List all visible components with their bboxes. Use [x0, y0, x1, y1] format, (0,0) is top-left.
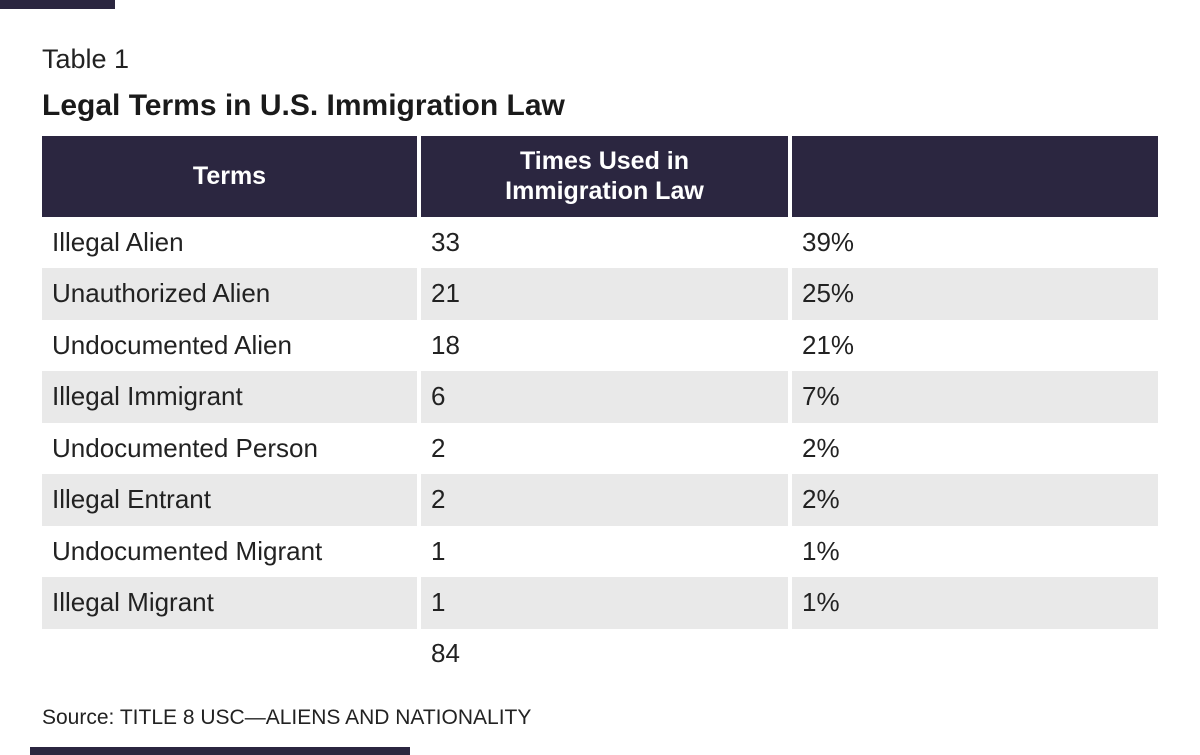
- percent-cell: 7%: [792, 371, 1158, 423]
- times-cell: 33: [431, 226, 460, 257]
- bottom-edge-bar: [30, 747, 410, 755]
- times-cell: 18: [431, 329, 460, 360]
- term-cell: Undocumented Alien: [52, 329, 292, 360]
- table-row: Illegal Immigrant 6 7%: [42, 371, 1158, 423]
- header-terms-label: Terms: [192, 162, 267, 191]
- table-row: Illegal Alien 33 39%: [42, 217, 1158, 269]
- term-cell: Illegal Immigrant: [42, 371, 417, 423]
- times-cell: 1: [421, 577, 788, 629]
- table-row: Undocumented Person 2 2%: [42, 423, 1158, 475]
- term-cell: Undocumented Migrant: [52, 535, 323, 566]
- header-cell-terms: Terms: [42, 135, 417, 217]
- table-row: Undocumented Alien 18 21%: [42, 320, 1158, 372]
- percent-cell: 1%: [802, 535, 840, 566]
- table-row: Unauthorized Alien 21 25%: [42, 268, 1158, 320]
- table-row: Illegal Migrant 1 1%: [42, 577, 1158, 629]
- times-cell: 2: [431, 432, 446, 463]
- term-cell: Illegal Alien: [52, 226, 184, 257]
- percent-cell: 2%: [802, 432, 840, 463]
- header-cell-percent-empty: [792, 135, 1158, 217]
- percent-cell: 21%: [802, 329, 855, 360]
- table-number: Table 1: [42, 44, 130, 74]
- percent-cell: 39%: [802, 226, 855, 257]
- term-cell: Unauthorized Alien: [42, 268, 417, 320]
- times-cell: 6: [421, 371, 788, 423]
- percent-cell: 1%: [792, 577, 1158, 629]
- table-row: Undocumented Migrant 1 1%: [42, 526, 1158, 578]
- header-times-used-label: Times Used in Immigration Law: [505, 147, 704, 206]
- table-total-row: 84: [42, 629, 1158, 679]
- percent-cell: 25%: [792, 268, 1158, 320]
- table-title: Legal Terms in U.S. Immigration Law: [42, 89, 565, 123]
- times-cell: 1: [431, 535, 446, 566]
- table-figure: Table 1 Legal Terms in U.S. Immigration …: [42, 0, 1158, 730]
- header-cell-times-used: Times Used in Immigration Law: [421, 135, 788, 217]
- data-table: Terms Times Used in Immigration Law Ille…: [42, 135, 1158, 679]
- percent-cell: 2%: [792, 474, 1158, 526]
- top-edge-bar: [0, 0, 115, 9]
- term-cell: Illegal Entrant: [42, 474, 417, 526]
- total-spacer-cell: [42, 629, 417, 679]
- total-percent-cell: [792, 629, 1158, 679]
- term-cell: Undocumented Person: [52, 432, 318, 463]
- times-cell: 2: [421, 474, 788, 526]
- term-cell: Illegal Migrant: [42, 577, 417, 629]
- total-times-cell: 84: [431, 638, 460, 669]
- table-header-row: Terms Times Used in Immigration Law: [42, 135, 1158, 217]
- table-row: Illegal Entrant 2 2%: [42, 474, 1158, 526]
- source-note: Source: TITLE 8 USC—ALIENS AND NATIONALI…: [42, 705, 532, 729]
- times-cell: 21: [421, 268, 788, 320]
